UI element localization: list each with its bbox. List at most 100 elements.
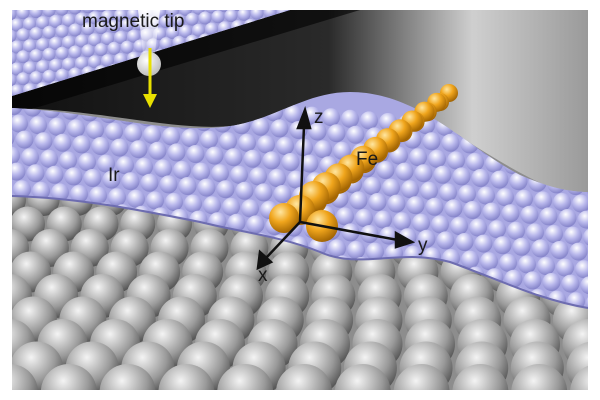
ir-atom [355,0,368,10]
ir-atom [0,161,7,179]
ir-atom [198,11,212,25]
ir-atom [447,151,465,170]
ir-atom [381,0,394,8]
ir-atom [231,10,244,12]
ir-atom [455,233,474,251]
ir-atom [401,180,419,199]
ir-atom [64,167,83,186]
ir-atom [23,17,36,31]
ir-atom [42,69,56,83]
ir-atom [13,180,31,199]
ir-atom [134,0,147,9]
ir-atom [94,43,108,57]
ir-atom [270,0,283,8]
ir-atom [561,274,580,293]
ir-atom [254,183,273,202]
ir-atom [469,218,487,237]
ir-atom [284,105,302,123]
ir-atom [273,185,292,203]
spin-arrow-head [143,94,157,108]
substrate-atom [217,364,274,390]
ir-atom [72,135,91,154]
ir-atom [192,162,210,181]
ir-atom [135,157,153,176]
ir-atom [550,241,569,259]
ir-atom [577,210,588,229]
substrate-atom [570,365,588,390]
ir-atom [515,189,533,208]
ir-atom [471,169,490,187]
ir-atom [12,40,23,54]
ir-atom [241,199,259,218]
ir-atom [102,170,121,189]
ir-atom [12,62,23,76]
ir-atom [0,179,12,197]
ir-atom [205,146,224,165]
ir-atom [101,10,114,24]
ir-atom [192,10,205,15]
ir-atom [159,175,178,194]
ir-atom [211,164,229,183]
ir-atom [120,18,134,32]
ir-atom [34,132,53,151]
ir-atom [36,16,49,30]
ir-atom [68,10,82,15]
ir-atom [203,196,221,215]
ir-atom [186,0,199,4]
axis-y-label: y [418,235,428,256]
ir-atom [62,13,75,27]
ir-atom [68,45,82,59]
ir-atom [0,276,7,294]
ir-atom [0,211,4,229]
ir-atom [88,11,101,25]
ir-atom [70,185,88,203]
tip-label: magnetic tip [82,11,184,32]
ir-atom [458,185,476,203]
ir-atom [420,181,438,200]
ir-atom [556,258,574,277]
ir-atom [368,0,381,9]
ir-atom [431,215,449,234]
ir-atom [55,10,69,16]
ir-atom [493,236,512,255]
ir-atom [534,191,552,210]
ir-atom [12,51,17,65]
ir-atom [165,193,183,211]
ir-atom [140,173,159,192]
ir-atom [276,137,294,155]
ir-atom [101,32,114,46]
ir-atom [281,153,300,171]
ir-atom [114,10,127,22]
ir-atom [406,196,425,215]
ir-atom [12,162,26,181]
ir-atom [21,148,39,167]
ir-atom [81,10,95,14]
ir-atom [553,193,571,211]
ir-atom [12,114,28,133]
ir-atom [114,30,127,44]
ir-atom [387,194,406,213]
ir-atom [184,194,202,213]
ir-atom [86,121,104,139]
ir-atom [360,111,378,130]
ir-atom [154,159,172,178]
ir-atom [395,162,414,181]
ir-atom [580,276,588,295]
ir-atom [181,129,199,147]
ir-atom [160,0,173,6]
ir-atom [81,22,95,36]
ir-atom [235,181,254,200]
ir-atom [322,0,335,3]
ir-atom [42,25,56,39]
chain-label: Fe [356,149,378,170]
ir-atom [185,12,199,26]
ir-atom [197,178,216,197]
ir-atom [12,292,13,308]
ir-atom [262,151,281,170]
axis-z-label: z [314,107,324,128]
ir-atom [55,68,69,82]
ir-atom [199,0,212,3]
ir-atom [363,177,381,195]
ir-atom [425,197,444,216]
substrate-atom [158,364,215,390]
